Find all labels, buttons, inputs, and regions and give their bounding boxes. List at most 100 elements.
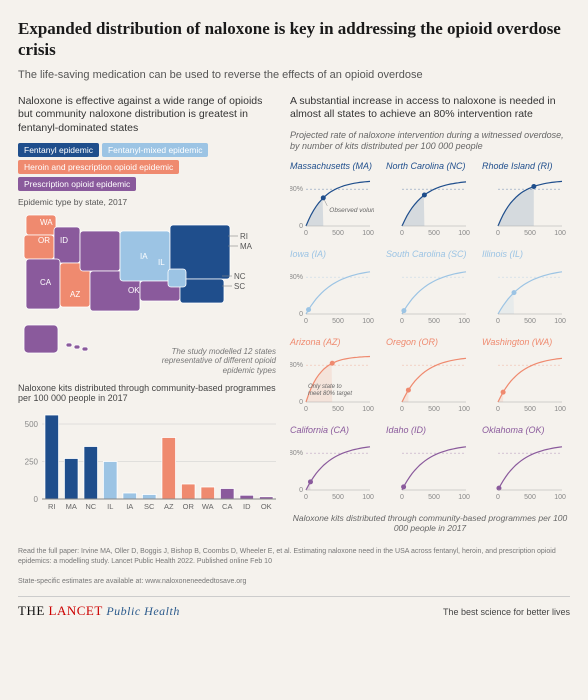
small-mult-panel: Rhode Island (RI)05001000 [482,161,570,245]
svg-text:0: 0 [304,406,308,413]
small-mult-panel: Oregon (OR)05001000 [386,337,474,421]
svg-text:500: 500 [25,420,39,429]
legend-caption: Epidemic type by state, 2017 [18,197,276,207]
svg-text:0: 0 [400,230,404,237]
svg-text:1000: 1000 [362,494,374,501]
svg-text:IA: IA [140,252,148,261]
panel-title: South Carolina (SC) [386,249,474,259]
svg-text:0: 0 [304,230,308,237]
svg-text:0: 0 [400,494,404,501]
small-multiples-grid: Massachusetts (MA)080%05001000Observed v… [290,161,570,509]
footer-logo-row: THE LANCET Public Health The best scienc… [18,596,570,619]
right-heading: A substantial increase in access to nalo… [290,95,570,122]
panel-title: Washington (WA) [482,337,570,347]
us-map: WAORIDCAAZOKIAILRIMANCSC The study model… [18,207,276,377]
small-mult-panel: Arizona (AZ)080%05001000Only state tomee… [290,337,378,421]
svg-text:0: 0 [299,399,303,406]
panel-chart: 0 500 1000 [482,172,566,240]
svg-text:AZ: AZ [70,290,80,299]
legend: Fentanyl epidemicFentanyl-mixed epidemic… [18,143,276,191]
panel-title: Iowa (IA) [290,249,378,259]
panel-chart: 05001000 [386,348,470,416]
svg-text:ID: ID [243,502,251,511]
svg-text:500: 500 [524,318,536,325]
map-note: The study modelled 12 states representat… [156,347,276,376]
svg-text:Only state tomeet 80% target: Only state tomeet 80% target [308,384,352,397]
svg-text:500: 500 [332,494,344,501]
svg-text:1000: 1000 [458,230,470,237]
svg-text:RI: RI [48,502,56,511]
svg-text:0: 0 [496,494,500,501]
svg-text:500: 500 [332,230,344,237]
small-mult-panel: Massachusetts (MA)080%05001000Observed v… [290,161,378,245]
svg-text:1000: 1000 [458,494,470,501]
bar-chart-title: Naloxone kits distributed through commun… [18,383,276,403]
svg-text:NC: NC [85,502,96,511]
svg-text:SC: SC [234,282,245,291]
svg-text:WA: WA [202,502,214,511]
svg-text:IA: IA [126,502,133,511]
svg-text:80%: 80% [290,450,303,457]
legend-chip: Heroin and prescription opioid epidemic [18,160,179,174]
svg-text:250: 250 [25,458,39,467]
small-mult-panel: Iowa (IA)080%05001000 [290,249,378,333]
svg-text:0: 0 [496,230,500,237]
panel-chart: 080%05001000Observed volume [290,172,374,240]
svg-text:1000: 1000 [554,230,566,237]
svg-text:500: 500 [524,494,536,501]
panel-chart: 0 500 1000 [482,436,566,504]
panel-chart: 080%05001000 [290,260,374,328]
citation-link: State-specific estimates are available a… [18,578,246,585]
panel-title: California (CA) [290,425,378,435]
svg-text:80%: 80% [290,274,303,281]
panel-title: Massachusetts (MA) [290,161,378,171]
svg-text:1000: 1000 [362,318,374,325]
svg-text:1000: 1000 [362,406,374,413]
svg-text:MA: MA [66,502,77,511]
panel-title: Oklahoma (OK) [482,425,570,435]
svg-text:80%: 80% [290,362,303,369]
panel-chart: 080%05001000 [290,436,374,504]
panel-chart: 05001000 [482,260,566,328]
page-subtitle: The life-saving medication can be used t… [18,69,570,81]
svg-text:80%: 80% [290,186,303,193]
small-mult-panel: Illinois (IL)05001000 [482,249,570,333]
svg-text:1000: 1000 [458,406,470,413]
svg-text:0: 0 [400,406,404,413]
svg-text:1000: 1000 [554,406,566,413]
svg-text:0: 0 [304,318,308,325]
logo-pre: THE [18,603,49,618]
svg-text:OK: OK [128,286,140,295]
page-title: Expanded distribution of naloxone is key… [18,18,570,61]
small-mult-panel: North Carolina (NC)05001000 [386,161,474,245]
panel-chart: 05001000 [386,436,470,504]
panel-chart: 0 80% 0 500 1000 Only state tomeet 80% target [290,348,374,416]
svg-text:0: 0 [496,406,500,413]
left-column: Naloxone is effective against a wide ran… [18,95,276,534]
bar-chart: 0250500RIMANCILIASCAZORWACAIDOK [18,407,276,517]
svg-text:500: 500 [524,406,536,413]
svg-text:500: 500 [332,406,344,413]
logo-sub: Public Health [106,604,179,618]
logo-main: LANCET [49,603,103,618]
panel-chart: 0 500 1000 [482,348,566,416]
svg-text:OK: OK [261,502,272,511]
svg-text:0: 0 [400,318,404,325]
legend-chip: Fentanyl epidemic [18,143,99,157]
svg-text:1000: 1000 [362,230,374,237]
svg-text:1000: 1000 [554,494,566,501]
svg-text:SC: SC [144,502,155,511]
svg-text:WA: WA [40,218,53,227]
svg-text:500: 500 [524,230,536,237]
panel-title: Oregon (OR) [386,337,474,347]
small-mult-panel: California (CA)080%05001000 [290,425,378,509]
panel-title: North Carolina (NC) [386,161,474,171]
svg-text:500: 500 [332,318,344,325]
svg-text:ID: ID [60,236,68,245]
svg-text:1000: 1000 [554,318,566,325]
small-mult-axis-label: Naloxone kits distributed through commun… [290,513,570,533]
svg-text:0: 0 [299,223,303,230]
svg-text:0: 0 [299,487,303,494]
small-mult-panel: Idaho (ID)05001000 [386,425,474,509]
svg-text:CA: CA [222,502,232,511]
